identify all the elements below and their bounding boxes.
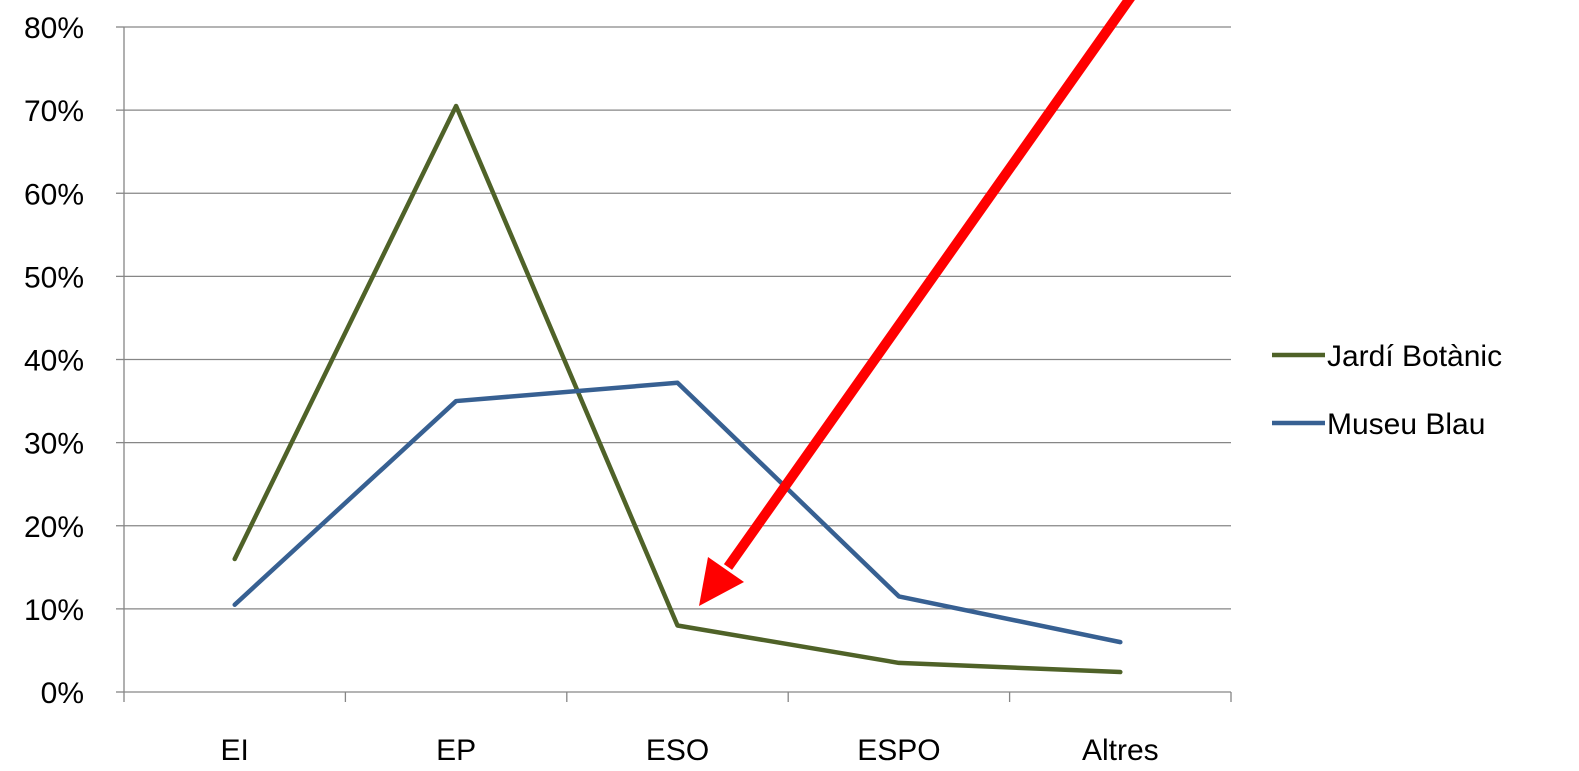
y-tick-label: 10%	[24, 594, 84, 627]
y-tick-label: 0%	[41, 677, 84, 710]
x-tick-label: EI	[221, 734, 249, 767]
y-tick-label: 30%	[24, 428, 84, 461]
arrow-head	[699, 557, 744, 606]
legend-label-0: Jardí Botànic	[1327, 340, 1502, 373]
legend: Jardí Botànic Museu Blau	[1272, 340, 1502, 441]
x-axis-ticks: EI EP ESO ESPO Altres	[221, 734, 1159, 767]
arrow-shaft	[723, 0, 1135, 570]
series-lines	[232, 103, 1123, 675]
y-tick-label: 50%	[24, 261, 84, 294]
x-tick-label: EP	[436, 734, 476, 767]
series-line-0	[232, 103, 1123, 675]
axes	[116, 26, 1232, 702]
y-tick-label: 80%	[24, 12, 84, 45]
x-tick-label: Altres	[1082, 734, 1159, 767]
legend-label-1: Museu Blau	[1327, 408, 1485, 441]
y-tick-label: 60%	[24, 178, 84, 211]
y-tick-label: 70%	[24, 95, 84, 128]
gridlines	[124, 26, 1231, 610]
x-tick-label: ESPO	[857, 734, 940, 767]
y-axis-ticks: 0% 10% 20% 30% 40% 50% 60% 70% 80%	[24, 12, 84, 710]
y-tick-label: 20%	[24, 511, 84, 544]
series-line-1	[232, 380, 1123, 645]
y-tick-label: 40%	[24, 345, 84, 378]
x-tick-label: ESO	[646, 734, 709, 767]
annotation-arrow	[699, 0, 1135, 606]
